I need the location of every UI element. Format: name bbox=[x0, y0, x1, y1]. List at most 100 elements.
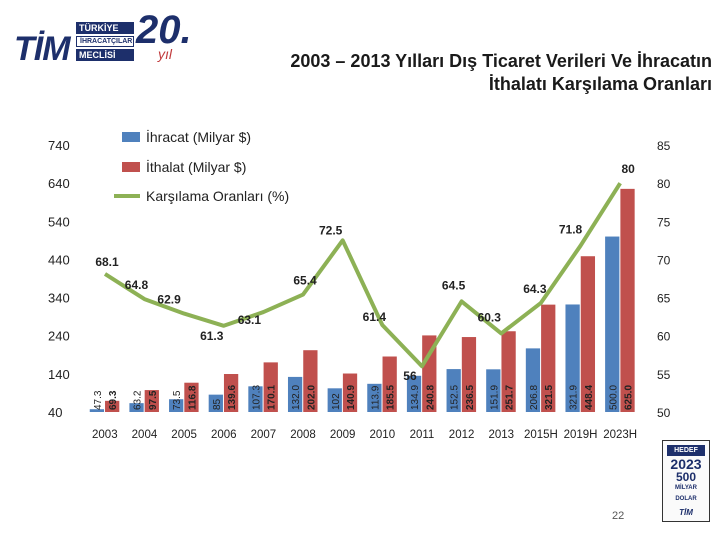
import-bar-2007 bbox=[263, 362, 278, 412]
ratio-label-2019H: 71.8 bbox=[559, 223, 583, 237]
badge-year: 2023 bbox=[670, 456, 702, 472]
tim-logo-mark: TİM bbox=[8, 18, 74, 68]
export-bar-2007 bbox=[248, 386, 263, 412]
import-value-label-2010: 185.5 bbox=[386, 385, 397, 410]
export-bar-2003 bbox=[89, 409, 105, 412]
export-value-label-2010: 113.9 bbox=[370, 385, 381, 410]
right-axis-tick-5: 75 bbox=[657, 215, 671, 229]
export-bar-2012 bbox=[446, 369, 461, 412]
export-value-label-2009: 102 bbox=[331, 393, 342, 410]
ratio-label-2011: 56 bbox=[403, 369, 417, 383]
export-bar-2013 bbox=[486, 369, 501, 412]
target-2023-badge: HEDEF 2023 500 MİLYAR DOLAR TİM bbox=[662, 440, 710, 522]
export-value-label-2003: 47.3 bbox=[93, 390, 104, 410]
import-value-label-2011: 240.8 bbox=[425, 385, 436, 410]
import-value-label-2006: 139.6 bbox=[227, 385, 238, 410]
import-bar-2023H bbox=[620, 188, 635, 412]
left-axis-tick-5: 540 bbox=[48, 214, 70, 229]
ratio-label-2012: 64.5 bbox=[442, 278, 466, 292]
left-axis-tick-2: 240 bbox=[48, 329, 70, 344]
export-value-label-2015H: 206.8 bbox=[529, 385, 540, 410]
tim-logo-text: TİM bbox=[14, 30, 71, 68]
title-line-2: İthalatı Karşılama Oranları bbox=[488, 74, 712, 94]
legend-swatch-export bbox=[122, 132, 140, 142]
import-value-label-2013: 251.7 bbox=[505, 385, 516, 410]
legend-label-ratio: Karşılama Oranları (%) bbox=[146, 188, 289, 204]
export-value-label-2013: 151.9 bbox=[489, 385, 500, 410]
ratio-label-2013: 60.3 bbox=[478, 310, 502, 324]
badge-amount: 500 bbox=[675, 470, 697, 484]
export-bar-2023H bbox=[605, 236, 620, 412]
import-bar-2003 bbox=[105, 400, 120, 412]
x-tick-2009: 2009 bbox=[330, 429, 356, 441]
ratio-line bbox=[103, 182, 622, 369]
ratio-label-2004: 64.8 bbox=[125, 278, 149, 292]
export-value-label-2005: 73.5 bbox=[172, 390, 183, 410]
import-bar-2009 bbox=[342, 373, 358, 412]
legend-label-export: İhracat (Milyar $) bbox=[146, 128, 251, 145]
export-bar-2015H bbox=[525, 348, 541, 412]
x-tick-2012: 2012 bbox=[449, 429, 475, 441]
import-value-label-2003: 69.3 bbox=[108, 390, 119, 410]
export-value-label-2008: 132.0 bbox=[291, 385, 302, 410]
org-name: TÜRKİYE İHRACATÇILAR MECLİSİ bbox=[76, 22, 134, 63]
org-line-1: TÜRKİYE bbox=[76, 22, 134, 34]
export-bar-2010 bbox=[367, 383, 382, 412]
badge-unit-2: DOLAR bbox=[675, 496, 697, 502]
right-axis-tick-2: 60 bbox=[657, 330, 671, 344]
import-value-label-2019H: 448.4 bbox=[584, 385, 595, 410]
ratio-label-2006: 61.3 bbox=[200, 329, 224, 343]
right-axis-tick-0: 50 bbox=[657, 406, 671, 420]
export-bar-2005 bbox=[169, 399, 184, 412]
export-value-label-2023H: 500.0 bbox=[608, 385, 619, 410]
import-value-label-2012: 236.5 bbox=[465, 385, 476, 410]
import-bar-2008 bbox=[303, 350, 318, 412]
legend-swatch-import bbox=[122, 162, 140, 172]
import-bar-2015H bbox=[541, 304, 556, 412]
export-bar-2011 bbox=[406, 375, 422, 412]
x-tick-2006: 2006 bbox=[211, 429, 237, 441]
right-axis-tick-4: 70 bbox=[657, 253, 671, 267]
x-tick-2005: 2005 bbox=[171, 429, 197, 441]
ratio-label-2005: 62.9 bbox=[157, 293, 181, 307]
ratio-label-2023H: 80 bbox=[621, 162, 635, 176]
page-number: 22 bbox=[612, 510, 625, 522]
left-axis-tick-6: 640 bbox=[48, 176, 70, 191]
left-axis-tick-7: 740 bbox=[48, 138, 70, 153]
export-value-label-2011: 134.9 bbox=[410, 385, 421, 410]
org-line-3: MECLİSİ bbox=[76, 49, 134, 61]
import-bar-2012 bbox=[461, 337, 477, 412]
ratio-label-2015H: 64.3 bbox=[523, 282, 547, 296]
x-tick-2013: 2013 bbox=[488, 429, 514, 441]
import-bar-2005 bbox=[184, 382, 199, 412]
anniversary-number: 20. bbox=[136, 8, 192, 52]
right-axis-tick-1: 55 bbox=[657, 368, 671, 382]
export-bar-2009 bbox=[327, 388, 342, 412]
tim-logo: TİM TÜRKİYE İHRACATÇILAR MECLİSİ 20. yıl bbox=[8, 8, 192, 68]
x-tick-2008: 2008 bbox=[290, 429, 316, 441]
import-bar-2013 bbox=[501, 331, 516, 412]
export-bar-2019H bbox=[565, 304, 580, 412]
x-tick-2004: 2004 bbox=[132, 429, 158, 441]
export-bar-2006 bbox=[208, 394, 223, 412]
left-axis-tick-0: 40 bbox=[48, 405, 62, 420]
import-value-label-2015H: 321.5 bbox=[544, 385, 555, 410]
left-axis-tick-4: 440 bbox=[48, 252, 70, 267]
export-bar-2008 bbox=[287, 376, 303, 412]
import-bar-2019H bbox=[580, 256, 596, 412]
x-tick-2007: 2007 bbox=[251, 429, 277, 441]
right-axis-tick-6: 80 bbox=[657, 177, 671, 191]
ratio-label-2009: 72.5 bbox=[319, 223, 343, 237]
badge-unit-1: MİLYAR bbox=[675, 485, 697, 491]
x-tick-2019H: 2019H bbox=[564, 429, 598, 441]
export-value-label-2007: 107.3 bbox=[251, 385, 262, 410]
left-axis-tick-3: 340 bbox=[48, 291, 70, 306]
x-tick-2023H: 2023H bbox=[603, 429, 637, 441]
x-tick-2011: 2011 bbox=[410, 429, 435, 441]
ratio-label-2007: 63.1 bbox=[238, 313, 262, 327]
right-axis-tick-7: 85 bbox=[657, 139, 671, 153]
anniversary-suffix: yıl bbox=[158, 46, 172, 62]
import-value-label-2023H: 625.0 bbox=[624, 385, 635, 410]
page-title: 2003 – 2013 Yılları Dış Ticaret Verileri… bbox=[240, 50, 712, 96]
